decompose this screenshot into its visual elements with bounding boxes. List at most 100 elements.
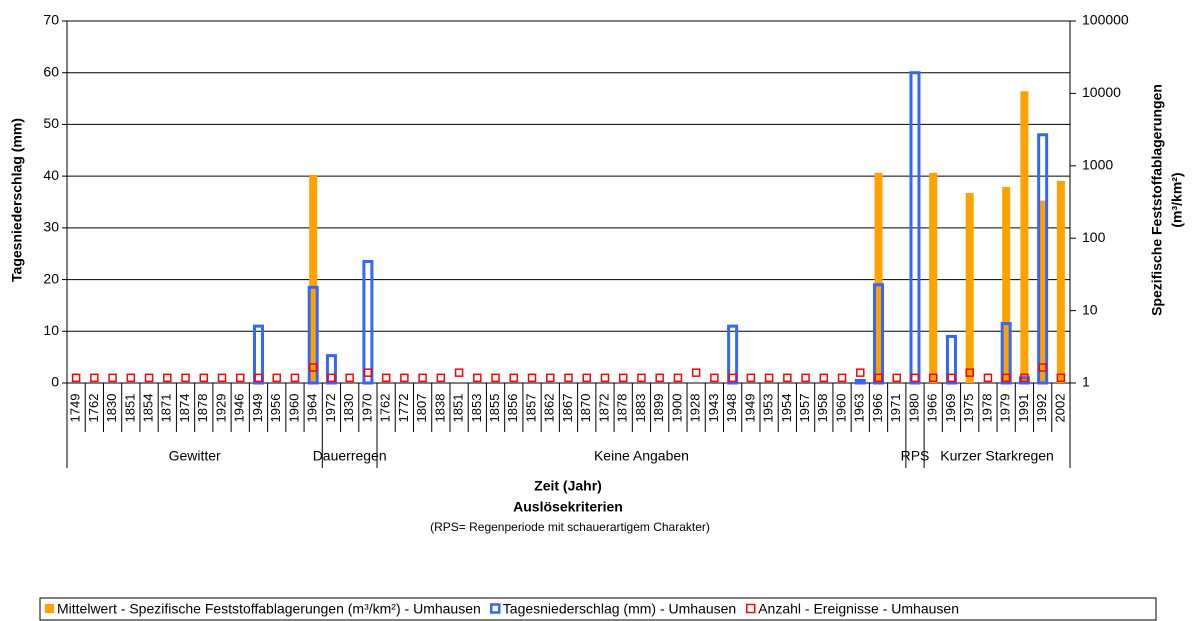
marker: [400, 373, 409, 383]
marker: [272, 373, 281, 383]
x-tick-label: 1966: [870, 394, 885, 423]
x-tick-label: 1856: [505, 394, 520, 423]
x-tick-label: 1900: [669, 394, 684, 423]
marker: [308, 363, 318, 372]
bar: [909, 71, 921, 385]
y-tick-label: 40: [43, 167, 59, 183]
marker: [728, 373, 737, 383]
marker: [837, 373, 847, 383]
x-tick-label: 1867: [560, 394, 575, 423]
x-tick-label: 1946: [232, 394, 247, 423]
bar: [873, 283, 885, 385]
group-axis-title: Auslösekriterien: [513, 499, 623, 515]
x-tick-label: 2002: [1052, 394, 1067, 423]
y-tick-label: 50: [43, 115, 59, 131]
bar: [727, 324, 739, 385]
x-tick-label: 1943: [706, 394, 721, 423]
x-tick-label: 1874: [177, 394, 192, 423]
group-label: Gewitter: [169, 448, 221, 464]
marker: [1001, 373, 1011, 383]
x-tick-label: 1960: [286, 394, 301, 423]
x-tick-label: 1762: [86, 394, 101, 423]
note: (RPS= Regenperiode mit schauerartigem Ch…: [430, 520, 710, 534]
legend-label: Mittelwert - Spezifische Feststoffablage…: [57, 601, 481, 617]
bar: [325, 354, 337, 385]
marker: [473, 373, 482, 383]
x-tick-label: 1830: [104, 394, 119, 423]
marker: [235, 373, 245, 383]
x-tick-label: 1956: [268, 394, 283, 423]
x-axis-title: Zeit (Jahr): [534, 478, 602, 494]
marker: [910, 373, 920, 383]
bar: [252, 324, 264, 385]
marker: [181, 373, 190, 383]
legend-item: Mittelwert - Spezifische Feststoffablage…: [45, 601, 481, 617]
bar: [1002, 186, 1011, 383]
marker: [655, 373, 664, 383]
marker: [783, 373, 792, 383]
bar: [945, 334, 957, 385]
marker: [710, 373, 719, 383]
x-tick-label: 1953: [761, 394, 776, 423]
y2-tick-label: 100000: [1082, 12, 1129, 28]
x-tick-label: 1862: [542, 394, 557, 423]
marker: [491, 373, 500, 383]
marker: [527, 373, 537, 383]
marker: [600, 373, 610, 383]
x-tick-label: 1980: [906, 394, 921, 423]
x-tick-label: 1838: [432, 394, 447, 423]
marker: [673, 373, 683, 383]
marker: [1038, 363, 1047, 372]
x-tick-label: 1830: [341, 394, 356, 423]
marker: [454, 368, 464, 377]
marker: [546, 373, 555, 383]
y2-tick-label: 1000: [1082, 157, 1113, 173]
group-label: Dauerregen: [313, 448, 387, 464]
x-tick-label: 1957: [797, 394, 812, 423]
marker: [947, 373, 956, 383]
x-tick-label: 1855: [487, 394, 502, 423]
marker: [108, 373, 117, 383]
marker: [637, 373, 646, 383]
x-tick-label: 1948: [724, 394, 739, 423]
marker: [418, 373, 427, 383]
marker: [819, 373, 829, 383]
bar: [1020, 91, 1029, 383]
legend-item: Anzahl - Ereignisse - Umhausen: [745, 601, 959, 617]
y2-tick-label: 1: [1082, 374, 1090, 390]
x-tick-label: 1851: [451, 394, 466, 423]
marker: [90, 373, 99, 383]
y2-axis-title: Spezifische Feststoffablagerungen: [1149, 84, 1165, 316]
x-tick-label: 1949: [742, 394, 757, 423]
x-tick-label: 1878: [615, 394, 630, 423]
x-tick-label: 1964: [305, 394, 320, 423]
bar: [874, 172, 883, 383]
x-tick-label: 1899: [651, 394, 666, 423]
marker: [764, 373, 774, 383]
group-label: Kurzer Starkregen: [940, 448, 1054, 464]
y-tick-label: 70: [43, 12, 59, 28]
x-tick-label: 1972: [323, 394, 338, 423]
x-tick-label: 1883: [633, 394, 648, 423]
legend-swatch: [45, 604, 54, 613]
marker: [381, 373, 391, 383]
legend-swatch: [745, 603, 756, 614]
legend-item: Tagesniederschlag (mm) - Umhausen: [490, 601, 736, 617]
x-tick-label: 1872: [596, 394, 611, 423]
marker: [126, 373, 136, 383]
x-tick-label: 1954: [779, 394, 794, 423]
marker: [199, 373, 209, 383]
marker: [1020, 373, 1029, 383]
legend-box: [39, 597, 1157, 621]
marker: [1056, 373, 1066, 383]
bar: [854, 378, 866, 385]
marker: [509, 373, 519, 383]
bar: [1056, 180, 1065, 383]
marker: [965, 368, 974, 377]
marker: [582, 373, 591, 383]
marker: [746, 373, 756, 383]
marker: [618, 373, 628, 383]
marker: [144, 373, 154, 383]
marker: [290, 373, 300, 383]
